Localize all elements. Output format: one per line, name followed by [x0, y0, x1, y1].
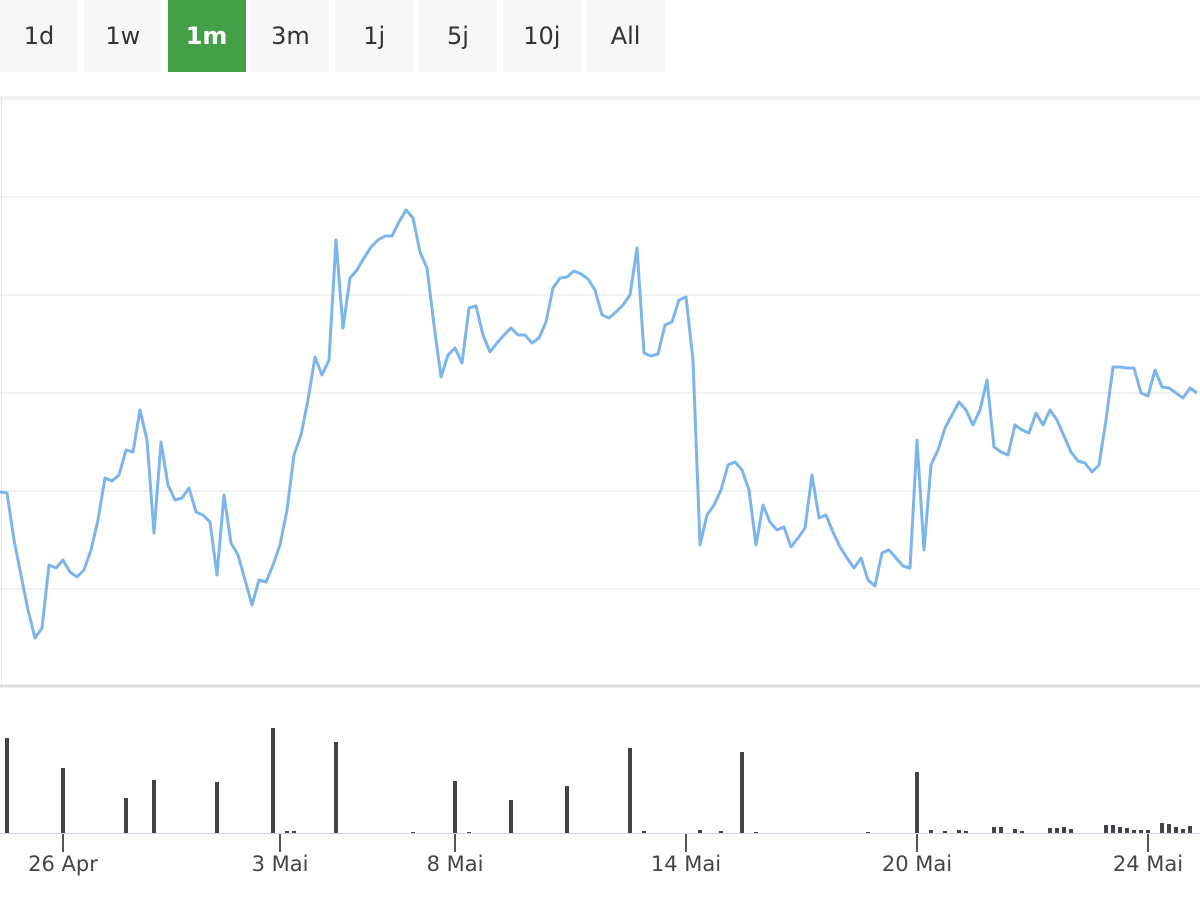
volume-bar	[1069, 829, 1073, 833]
range-button[interactable]: 3m	[251, 0, 330, 72]
x-tick-label: 26 Apr	[28, 852, 98, 876]
volume-bar	[509, 800, 513, 833]
volume-bar	[467, 832, 471, 833]
range-button[interactable]: 1d	[0, 0, 78, 72]
volume-bar	[1104, 825, 1108, 833]
volume-bar	[124, 798, 128, 833]
range-button[interactable]: 1w	[83, 0, 162, 72]
volume-bar	[411, 832, 415, 833]
volume-bar	[866, 832, 870, 833]
volume-bar	[992, 827, 996, 833]
volume-bar	[292, 831, 296, 833]
volume-bar	[915, 772, 919, 833]
volume-bar	[1048, 828, 1052, 833]
x-tick-label: 20 Mai	[882, 852, 952, 876]
volume-bar	[152, 780, 156, 833]
x-tick-label: 8 Mai	[427, 852, 484, 876]
volume-bar	[5, 738, 9, 833]
volume-bar	[1188, 826, 1192, 833]
volume-bar	[1146, 830, 1150, 833]
volume-bar	[1125, 828, 1129, 833]
volume-bar	[1160, 823, 1164, 833]
volume-bar	[740, 752, 744, 833]
volume-bar	[943, 831, 947, 833]
volume-bar	[285, 831, 289, 833]
volume-bar	[1013, 829, 1017, 833]
volume-bar	[1132, 830, 1136, 833]
volume-bar	[999, 827, 1003, 833]
volume-bar	[957, 830, 961, 833]
volume-bar	[1062, 827, 1066, 833]
volume-bar	[1118, 827, 1122, 833]
volume-bar	[642, 831, 646, 833]
volume-bar	[1055, 828, 1059, 833]
range-button[interactable]: 10j	[502, 0, 581, 72]
volume-bar	[453, 781, 457, 833]
volume-bar	[1181, 829, 1185, 833]
volume-bar	[61, 768, 65, 833]
volume-bar	[1174, 827, 1178, 833]
volume-bar	[1167, 824, 1171, 833]
volume-bar	[754, 832, 758, 833]
volume-bar	[1111, 825, 1115, 833]
x-tick-label: 14 Mai	[651, 852, 721, 876]
range-button[interactable]: 1m	[167, 0, 246, 72]
x-tick-label: 24 Mai	[1113, 852, 1183, 876]
volume-bar	[719, 831, 723, 833]
volume-bar	[964, 831, 968, 833]
volume-bar	[698, 830, 702, 833]
price-line	[0, 208, 1198, 640]
volume-bar	[1139, 830, 1143, 833]
range-button[interactable]: All	[586, 0, 665, 72]
range-button[interactable]: 5j	[419, 0, 497, 72]
volume-bar	[565, 786, 569, 833]
volume-bar	[215, 782, 219, 833]
volume-bar	[929, 830, 933, 833]
volume-bar	[334, 742, 338, 833]
x-tick-label: 3 Mai	[252, 852, 309, 876]
range-button[interactable]: 1j	[335, 0, 414, 72]
volume-bar	[1020, 831, 1024, 833]
volume-bar	[628, 748, 632, 833]
volume-bar	[271, 728, 275, 833]
